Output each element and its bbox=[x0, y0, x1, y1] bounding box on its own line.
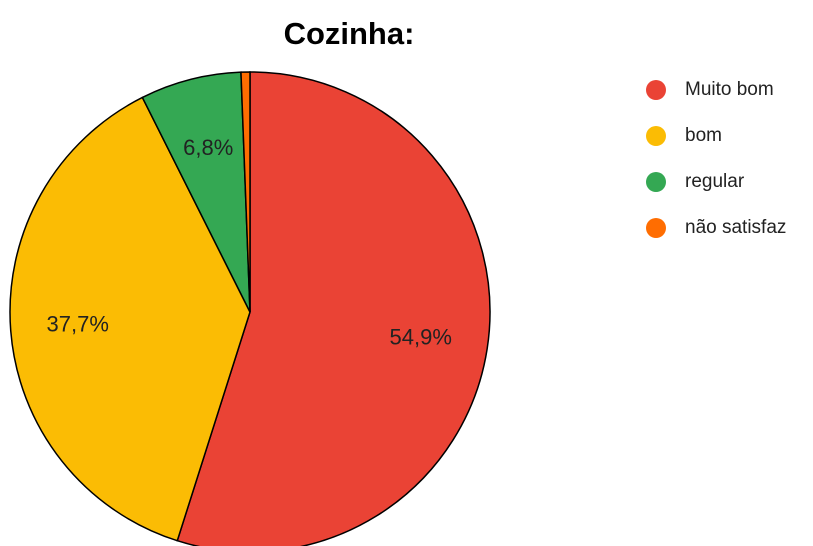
legend-label: regular bbox=[685, 171, 745, 192]
slice-label: 54,9% bbox=[390, 324, 452, 349]
legend-label: Muito bom bbox=[685, 79, 774, 100]
legend-marker bbox=[646, 218, 666, 238]
pie-slice bbox=[240, 71, 251, 313]
slice-label: 37,7% bbox=[47, 311, 109, 336]
legend-marker bbox=[646, 126, 666, 146]
legend-marker bbox=[646, 80, 666, 100]
legend-label: bom bbox=[685, 125, 722, 146]
legend-marker bbox=[646, 172, 666, 192]
pie-slice bbox=[176, 71, 491, 546]
chart-title: Cozinha: bbox=[284, 16, 415, 51]
legend-label: não satisfaz bbox=[685, 217, 786, 238]
slice-label: 6,8% bbox=[183, 135, 233, 160]
pie-slice bbox=[9, 96, 251, 542]
